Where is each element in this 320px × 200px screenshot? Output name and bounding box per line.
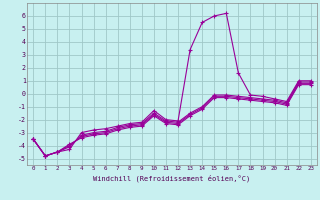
X-axis label: Windchill (Refroidissement éolien,°C): Windchill (Refroidissement éolien,°C) xyxy=(93,174,251,182)
